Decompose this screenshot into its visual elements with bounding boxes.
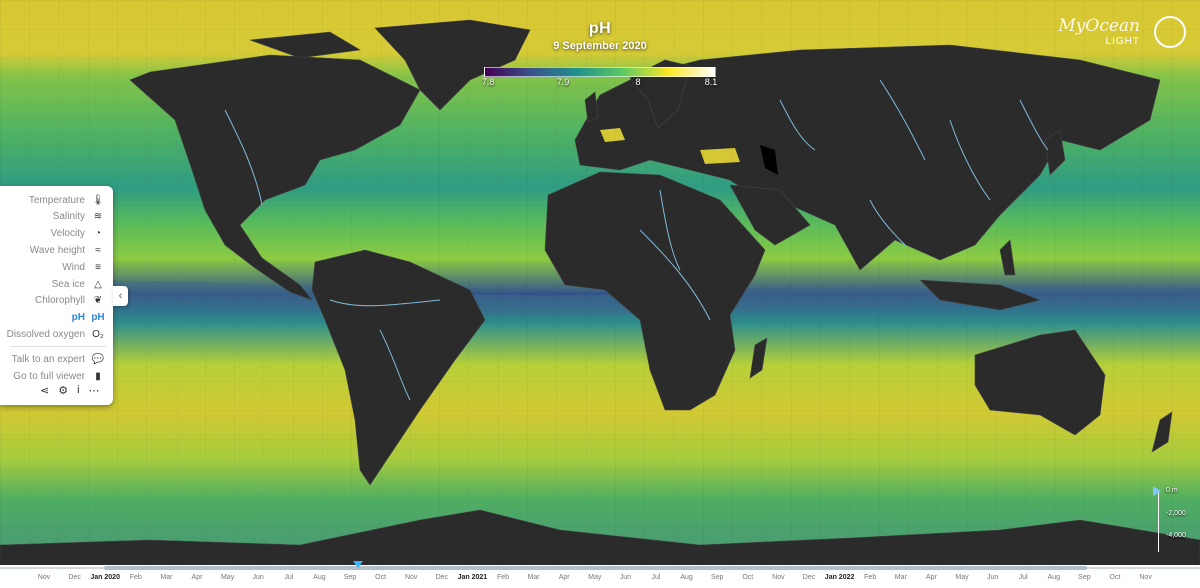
timeline-month[interactable]: Aug <box>1047 574 1061 581</box>
timeline-month[interactable]: Mar <box>527 574 540 581</box>
share-icon[interactable]: ⋖ <box>40 385 50 397</box>
depth-label: 0 m <box>1166 487 1178 494</box>
timeline-available-range[interactable] <box>104 566 1087 570</box>
timeline-month[interactable]: Mar <box>160 574 173 581</box>
salinity-icon: ≋ <box>93 211 103 223</box>
speedometer-icon: ◔ <box>94 228 102 240</box>
timeline-month[interactable]: Jul <box>1018 574 1028 581</box>
timeline-month[interactable]: Dec <box>435 574 449 581</box>
oxygen-icon: O₂ <box>92 328 104 340</box>
timeline-month[interactable]: Feb <box>129 574 142 581</box>
collapse-panel-button[interactable]: ‹ <box>113 286 128 306</box>
layer-salinity[interactable]: Salinity ≋ <box>0 209 113 225</box>
timeline-month[interactable]: Jan 2022 <box>824 574 855 581</box>
timeline-month[interactable]: Nov <box>404 574 418 581</box>
colorbar <box>484 67 716 77</box>
more-icon[interactable]: ⋯ <box>88 385 100 397</box>
timeline-month[interactable]: Nov <box>37 574 51 581</box>
action-label: Go to full viewer <box>13 370 85 382</box>
timeline-month[interactable]: Apr <box>558 574 570 581</box>
variable-panel: Temperature 🌡 Salinity ≋ Velocity ◔ Wave heigh… <box>0 186 113 405</box>
myocean-logo-icon <box>1154 16 1186 48</box>
layer-label: Salinity <box>52 211 85 223</box>
timeline-month[interactable]: May <box>955 574 969 581</box>
timeline-month[interactable]: Jan 2020 <box>90 574 120 581</box>
action-label: Talk to an expert <box>11 353 85 365</box>
timeline-month[interactable]: Jan 2021 <box>457 574 488 581</box>
panel-tools: ⋖ ⚙ i ⋯ <box>40 384 100 397</box>
timeline-month[interactable]: Dec <box>68 574 81 581</box>
depth-scale-line <box>1158 492 1159 552</box>
depth-label: -4,000 <box>1166 532 1186 539</box>
depth-handle[interactable] <box>1153 486 1161 496</box>
layer-velocity[interactable]: Velocity ◔ <box>0 226 113 242</box>
timeline-month[interactable]: Sep <box>1078 574 1091 581</box>
depth-selector[interactable]: 0 m -2,000 -4,000 <box>1150 486 1195 556</box>
logo-variant: LIGHT <box>1105 36 1140 47</box>
info-icon[interactable]: i <box>77 384 80 396</box>
timeline-month[interactable]: Jun <box>252 574 264 581</box>
timeline-handle[interactable] <box>353 561 363 568</box>
go-to-full-viewer-link[interactable]: Go to full viewer ▮ <box>0 368 113 384</box>
myocean-logo[interactable]: MyOcean LIGHT <box>1058 14 1186 54</box>
layer-label: Dissolved oxygen <box>6 328 85 340</box>
chat-icon: 💬 <box>91 353 105 365</box>
timeline-month[interactable]: Apr <box>925 574 937 581</box>
thermometer-icon: 🌡 <box>91 194 105 206</box>
layer-label: Chlorophyll <box>34 295 85 307</box>
timeline-month[interactable]: Aug <box>680 574 693 581</box>
timeline-month[interactable]: Oct <box>1109 574 1121 581</box>
layer-wind[interactable]: Wind ≡ <box>0 259 113 275</box>
colorbar-tick: 8.1 <box>704 77 718 87</box>
layer-label: pH <box>71 312 85 324</box>
timeline-month[interactable]: May <box>588 574 602 581</box>
colorbar-tick: 7.8 <box>481 77 495 87</box>
timeline-month[interactable]: Jul <box>284 574 294 581</box>
timeline-month[interactable]: Dec <box>802 574 816 581</box>
timeline-month[interactable]: Feb <box>864 574 877 581</box>
depth-label: -2,000 <box>1166 510 1186 517</box>
timeline[interactable]: Nov Dec Jan 2020 Feb Mar Apr May Jun Jul Aug Sep Oc… <box>0 565 1200 588</box>
layer-label: Temperature <box>28 194 85 206</box>
timeline-month[interactable]: Sep <box>343 574 357 581</box>
timeline-month[interactable]: May <box>220 574 235 581</box>
leaf-icon: ❦ <box>93 295 103 307</box>
timeline-month[interactable]: Jul <box>651 574 661 581</box>
timeline-month[interactable]: Aug <box>313 574 326 581</box>
layer-dissolved-oxygen[interactable]: Dissolved oxygen O₂ <box>0 326 113 342</box>
timeline-month[interactable]: Mar <box>894 574 907 581</box>
ph-icon: pH <box>91 312 105 324</box>
timeline-month[interactable]: Nov <box>772 574 785 581</box>
layer-label: Wind <box>62 261 85 273</box>
gear-icon[interactable]: ⚙ <box>58 385 69 397</box>
layer-label: Velocity <box>50 228 85 240</box>
layer-chlorophyll[interactable]: Chlorophyll ❦ <box>0 293 113 309</box>
layer-sea-ice[interactable]: Sea ice △ <box>0 276 113 292</box>
colorbar-tick: 7.9 <box>556 77 570 87</box>
layer-temperature[interactable]: Temperature 🌡 <box>0 192 113 208</box>
sea-ice-icon: △ <box>94 278 102 290</box>
colorbar-tick: 8 <box>635 77 641 87</box>
timeline-month[interactable]: Sep <box>710 574 724 581</box>
timeline-month[interactable]: Jun <box>619 574 632 581</box>
timeline-month[interactable]: Feb <box>496 574 510 581</box>
timeline-month[interactable]: Jun <box>986 574 999 581</box>
wave-icon: ≈ <box>95 244 101 256</box>
layer-ph[interactable]: pH pH <box>0 310 113 326</box>
timeline-month[interactable]: Oct <box>375 574 387 581</box>
talk-to-an-expert-link[interactable]: Talk to an expert 💬 <box>0 351 113 367</box>
layer-label: Sea ice <box>51 278 85 290</box>
layer-wave-height[interactable]: Wave height ≈ <box>0 242 113 258</box>
panel-divider <box>10 346 106 348</box>
wind-icon: ≡ <box>95 261 101 273</box>
layer-label: Wave height <box>29 244 85 256</box>
timeline-month[interactable]: Oct <box>742 574 754 581</box>
logo-name: MyOcean <box>1058 16 1140 36</box>
viewer-icon: ▮ <box>95 370 101 382</box>
timeline-month[interactable]: Apr <box>191 574 203 581</box>
timeline-month[interactable]: Nov <box>1139 574 1152 581</box>
